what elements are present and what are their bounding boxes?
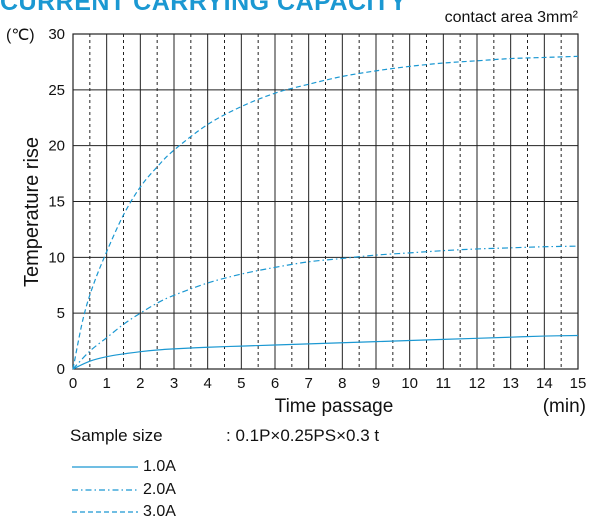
- y-axis-unit: (℃): [6, 27, 35, 44]
- legend-label: 3.0A: [143, 503, 176, 520]
- sample-size-value: : 0.1P×0.25PS×0.3 t: [226, 426, 380, 445]
- x-tick-label: 13: [502, 375, 519, 392]
- y-tick-label: 30: [48, 26, 65, 43]
- x-tick-label: 6: [271, 375, 279, 392]
- x-tick-label: 5: [237, 375, 245, 392]
- y-tick-label: 10: [48, 249, 65, 266]
- x-tick-label: 14: [536, 375, 553, 392]
- x-tick-label: 0: [69, 375, 77, 392]
- legend-label: 2.0A: [143, 481, 176, 498]
- y-tick-label: 0: [57, 361, 65, 378]
- series-line-1-0a: [72, 334, 579, 370]
- sample-size-label: Sample size: [70, 426, 163, 445]
- x-tick-label: 8: [338, 375, 346, 392]
- legend-line-dashdot: [72, 489, 138, 491]
- x-tick-label: 11: [436, 375, 452, 392]
- chart-title: CURRENT CARRYING CAPACITY: [0, 0, 407, 16]
- x-axis-unit: (min): [543, 396, 586, 417]
- y-tick-label: 20: [48, 138, 65, 155]
- x-tick-label: 2: [136, 375, 144, 392]
- y-tick-label: 15: [48, 194, 65, 211]
- x-tick-label: 4: [203, 375, 211, 392]
- x-tick-label: 3: [170, 375, 178, 392]
- legend-label: 1.0A: [143, 458, 176, 475]
- x-axis-label: Time passage: [275, 396, 394, 417]
- plot-frame: [72, 33, 579, 370]
- x-tick-label: 10: [401, 375, 418, 392]
- series-line-3-0a: [72, 55, 579, 370]
- x-tick-label: 9: [372, 375, 380, 392]
- x-tick-label: 15: [570, 375, 587, 392]
- legend-line-solid: [72, 466, 138, 468]
- series-line-2-0a: [72, 245, 579, 370]
- y-tick-label: 5: [57, 305, 65, 322]
- chart-subtitle: contact area 3mm²: [445, 9, 579, 26]
- y-tick-label: 25: [48, 82, 65, 99]
- x-tick-label: 7: [304, 375, 312, 392]
- x-tick-label: 1: [102, 375, 110, 392]
- legend-line-dashed: [72, 511, 138, 513]
- y-axis-label: Temperature rise: [21, 137, 43, 287]
- x-tick-label: 12: [469, 375, 486, 392]
